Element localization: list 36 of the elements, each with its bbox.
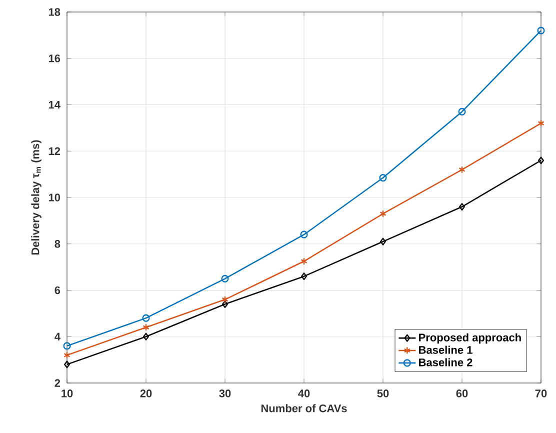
- x-tick-label: 20: [140, 390, 152, 398]
- y-tick-label: 6: [54, 286, 60, 294]
- legend-label: Baseline 1: [419, 346, 472, 354]
- y-tick-label: 4: [54, 332, 60, 340]
- point: [301, 272, 307, 280]
- point: [142, 314, 150, 322]
- y-tick-label: 8: [54, 240, 60, 248]
- point: [222, 296, 228, 304]
- y-tick-label: 10: [48, 194, 60, 202]
- point: [458, 166, 466, 174]
- x-tick-label: 50: [377, 390, 389, 398]
- point: [222, 300, 228, 308]
- y-tick-label: 18: [48, 8, 60, 16]
- point: [142, 324, 150, 332]
- x-tick-label: 10: [62, 390, 73, 398]
- x-tick-label: 60: [456, 390, 468, 398]
- legend-label: Baseline 2: [419, 358, 472, 366]
- point: [300, 230, 308, 238]
- point: [380, 238, 386, 246]
- point: [458, 108, 466, 116]
- y-tick-label: 14: [48, 100, 60, 109]
- point: [300, 257, 308, 266]
- point: [221, 274, 229, 282]
- point: [459, 202, 465, 211]
- legend-label: Proposed approach: [419, 333, 521, 344]
- point: [380, 210, 386, 218]
- point: [143, 332, 149, 340]
- y-tick-label: 2: [54, 379, 60, 387]
- y-axis-title: Delivery delay τ$_{m}$ (ms): [31, 140, 42, 255]
- x-tick-label: 70: [535, 390, 547, 398]
- point: [379, 174, 387, 182]
- x-axis-title: Number of CAVs: [261, 404, 347, 412]
- x-tick-label: 30: [219, 390, 231, 398]
- y-tick-label: 16: [48, 54, 60, 62]
- y-tick-label: 12: [48, 147, 60, 155]
- x-tick-label: 40: [298, 390, 310, 398]
